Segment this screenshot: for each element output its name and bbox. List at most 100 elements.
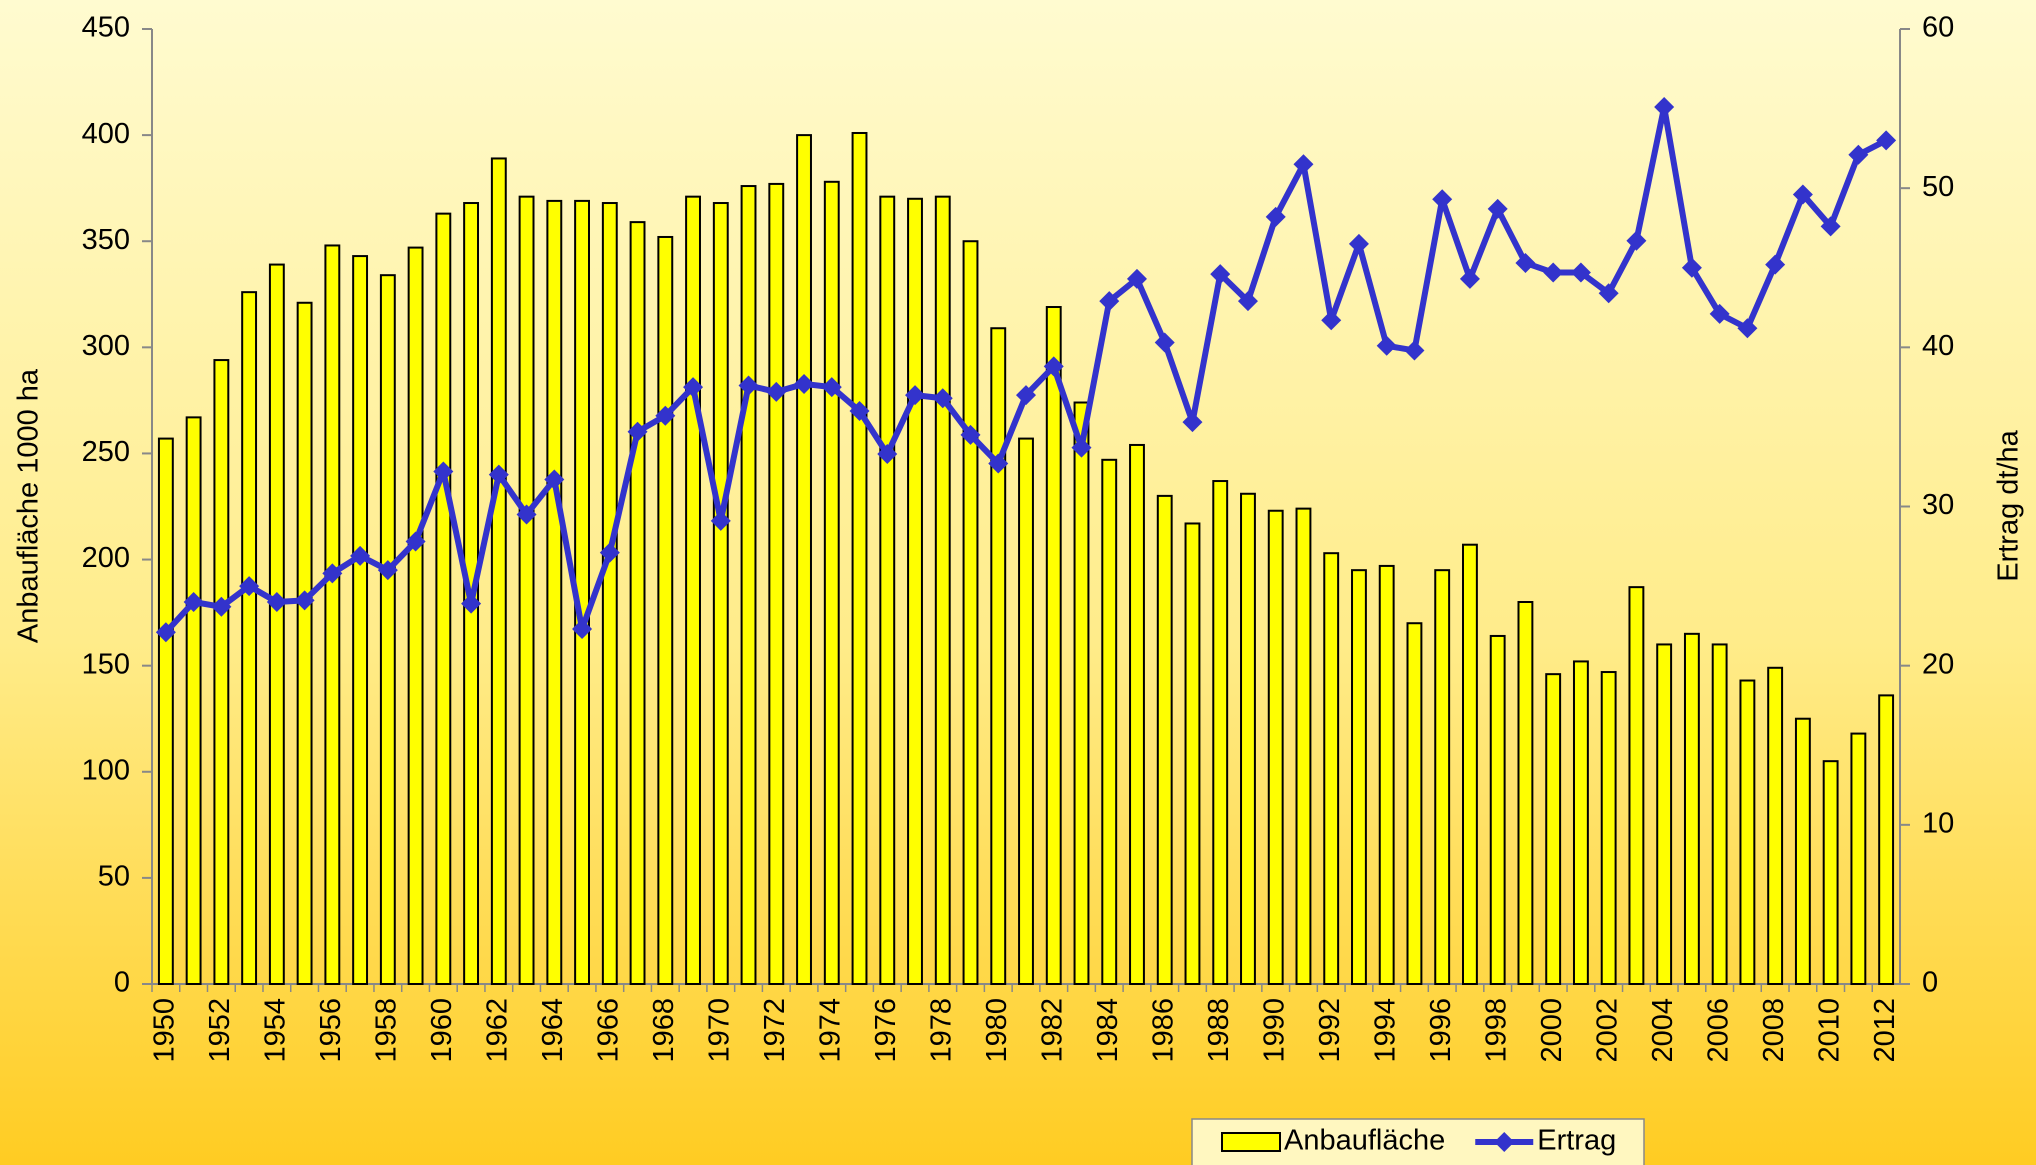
x-tick-label: 1954 xyxy=(260,998,292,1063)
bar xyxy=(1073,401,1090,985)
marker xyxy=(433,461,454,482)
marker xyxy=(1765,254,1786,275)
bar xyxy=(1683,632,1700,985)
x-tick-label: 1972 xyxy=(759,998,791,1063)
bar xyxy=(1323,552,1340,985)
y2-axis-label: Ertrag dt/ha xyxy=(1993,429,2025,581)
marker xyxy=(627,421,648,442)
marker xyxy=(905,385,926,406)
bar xyxy=(1739,679,1756,985)
marker xyxy=(821,377,842,398)
bar xyxy=(296,301,313,985)
marker xyxy=(710,510,731,531)
bar xyxy=(1656,643,1673,985)
y-tick-label: 450 xyxy=(82,12,130,44)
marker xyxy=(1570,262,1591,283)
y2-tick-label: 40 xyxy=(1922,330,1954,362)
bar xyxy=(1434,569,1451,986)
x-tick-label: 1970 xyxy=(703,998,735,1063)
bar xyxy=(685,195,701,985)
marker xyxy=(1654,96,1675,117)
x-tick-label: 2000 xyxy=(1536,998,1568,1063)
bar xyxy=(1184,522,1201,985)
bar xyxy=(1794,717,1811,985)
x-tick-label: 1982 xyxy=(1036,998,1068,1063)
bar xyxy=(1462,543,1478,985)
marker xyxy=(794,373,815,394)
x-tick-label: 1966 xyxy=(592,998,624,1063)
marker xyxy=(1681,257,1702,278)
x-tick-label: 1974 xyxy=(814,998,846,1063)
x-tick-label: 1964 xyxy=(537,998,569,1063)
x-tick-label: 1986 xyxy=(1147,998,1179,1063)
bar xyxy=(962,240,979,985)
y-tick-label: 150 xyxy=(82,648,130,680)
x-tick-label: 1978 xyxy=(925,998,957,1063)
marker xyxy=(1792,184,1813,205)
marker xyxy=(544,469,565,490)
bar xyxy=(1850,732,1867,985)
bar xyxy=(907,197,923,985)
bar xyxy=(546,199,563,985)
y-tick-label: 100 xyxy=(82,754,130,786)
marker xyxy=(655,405,676,426)
bar xyxy=(1406,622,1423,985)
marker xyxy=(1182,412,1203,433)
bar xyxy=(490,157,507,985)
x-tick-label: 2008 xyxy=(1758,998,1790,1063)
bar xyxy=(435,212,452,985)
legend-label: Anbaufläche xyxy=(1284,1125,1445,1157)
bar xyxy=(1212,480,1229,985)
bar xyxy=(1545,673,1562,986)
x-tick-label: 2010 xyxy=(1813,998,1845,1063)
marker xyxy=(377,560,398,581)
bar xyxy=(851,131,868,985)
marker xyxy=(155,622,176,643)
bar xyxy=(1378,564,1395,986)
x-tick-label: 1998 xyxy=(1480,998,1512,1063)
bar xyxy=(823,180,840,986)
marker xyxy=(266,592,287,612)
marker xyxy=(1626,230,1647,251)
marker xyxy=(294,590,315,611)
y-tick-label: 50 xyxy=(98,861,130,893)
marker xyxy=(849,401,870,421)
bar xyxy=(990,327,1007,985)
bar xyxy=(1767,666,1784,985)
marker xyxy=(1293,154,1314,175)
bar xyxy=(1045,306,1062,985)
marker xyxy=(1709,303,1730,324)
bar xyxy=(796,134,812,986)
x-tick-label: 1968 xyxy=(648,998,680,1063)
bar xyxy=(379,274,396,985)
bar xyxy=(740,185,757,986)
x-tick-label: 1992 xyxy=(1314,998,1346,1063)
bar xyxy=(1822,760,1839,986)
x-tick-label: 2012 xyxy=(1869,998,1901,1063)
marker xyxy=(1099,291,1120,312)
marker xyxy=(488,464,509,485)
marker xyxy=(1404,340,1425,361)
bar xyxy=(768,182,785,985)
y2-tick-label: 50 xyxy=(1922,171,1954,203)
marker xyxy=(350,545,371,566)
marker xyxy=(322,563,343,584)
marker xyxy=(1876,130,1897,151)
legend-swatch xyxy=(1221,1132,1281,1152)
x-tick-label: 1962 xyxy=(481,998,513,1063)
bar xyxy=(1018,437,1034,986)
bar xyxy=(1628,586,1645,986)
legend-label: Ertrag xyxy=(1537,1125,1616,1157)
bar xyxy=(712,202,729,985)
marker xyxy=(1265,206,1286,227)
marker xyxy=(683,377,704,398)
x-tick-label: 1984 xyxy=(1092,998,1124,1063)
x-tick-label: 1950 xyxy=(149,998,181,1063)
marker xyxy=(239,576,260,597)
marker xyxy=(1848,144,1869,165)
bar xyxy=(1129,443,1145,985)
marker xyxy=(1237,291,1258,312)
y-tick-label: 300 xyxy=(82,330,130,362)
bar xyxy=(213,359,230,986)
